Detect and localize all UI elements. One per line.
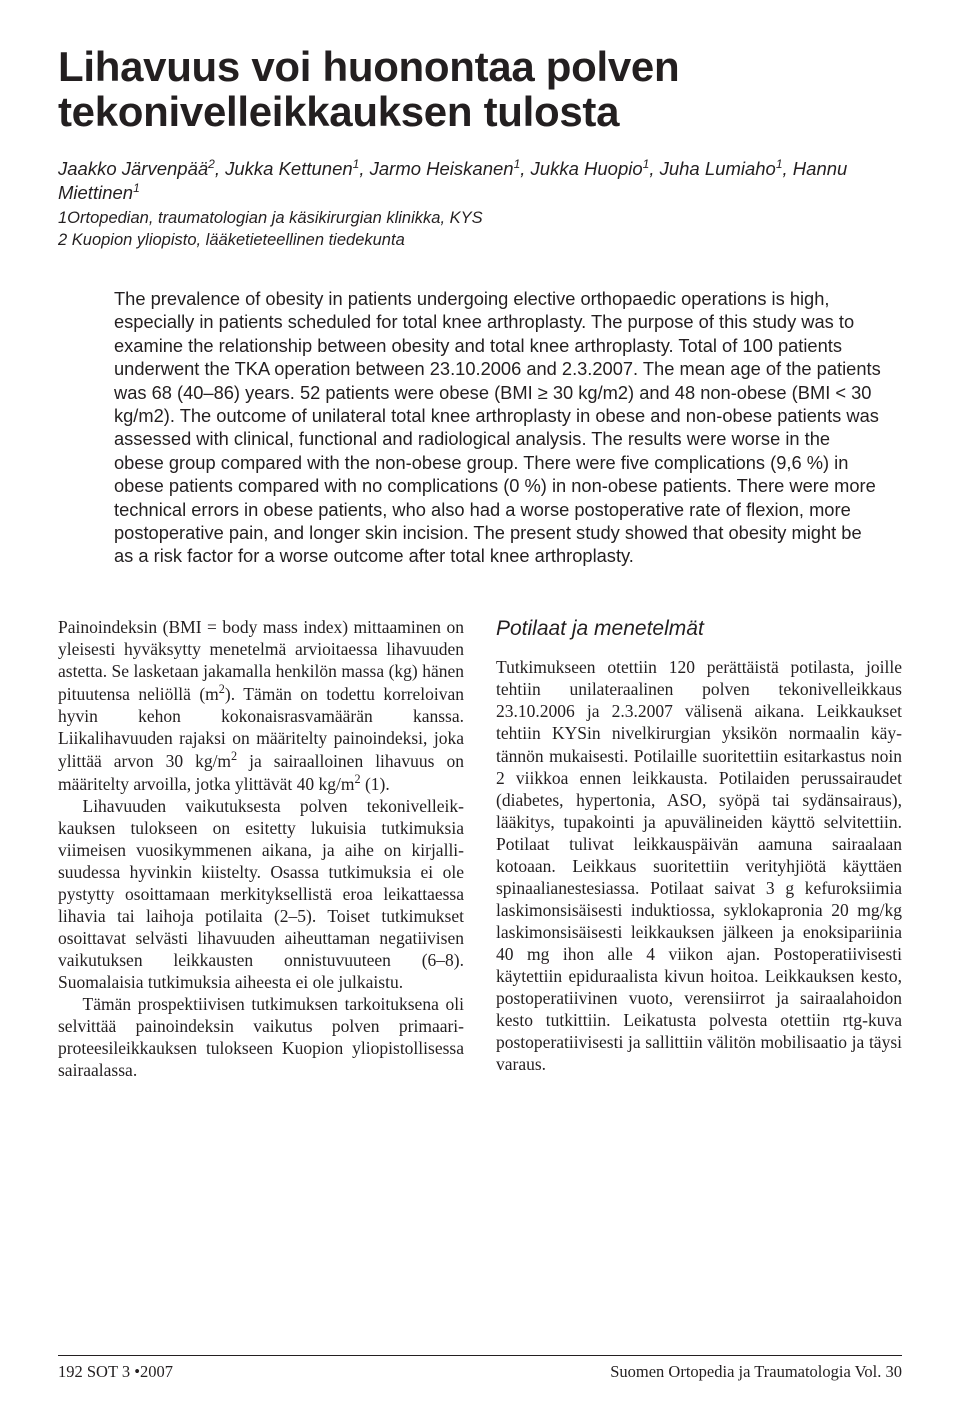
article-title: Lihavuus voi huonontaa polven tekonivell… — [58, 44, 902, 135]
body-paragraph: Painoindeksin (BMI = body mass index) mi… — [58, 616, 464, 795]
right-column: Potilaat ja menetelmät Tutkimukseen otet… — [496, 616, 902, 1081]
section-heading: Potilaat ja menetelmät — [496, 616, 902, 642]
page-footer: 192 SOT 3 •2007 Suomen Ortopedia ja Trau… — [58, 1355, 902, 1382]
body-paragraph: Tämän prospektiivisen tutkimuksen tarkoi… — [58, 993, 464, 1081]
affiliations: 1Ortopedian, traumatologian ja käsikirur… — [58, 208, 902, 251]
abstract: The prevalence of obesity in patients un… — [114, 287, 884, 568]
body-paragraph: Lihavuuden vaikutuksesta polven tekonive… — [58, 795, 464, 993]
body-paragraph: Tutkimukseen otettiin 120 perättäistä po… — [496, 656, 902, 1075]
body-columns: Painoindeksin (BMI = body mass index) mi… — [58, 616, 902, 1081]
left-column: Painoindeksin (BMI = body mass index) mi… — [58, 616, 464, 1081]
footer-right: Suomen Ortopedia ja Traumatologia Vol. 3… — [610, 1362, 902, 1382]
authors-line: Jaakko Järvenpää2, Jukka Kettunen1, Jarm… — [58, 157, 902, 205]
footer-left: 192 SOT 3 •2007 — [58, 1362, 173, 1382]
